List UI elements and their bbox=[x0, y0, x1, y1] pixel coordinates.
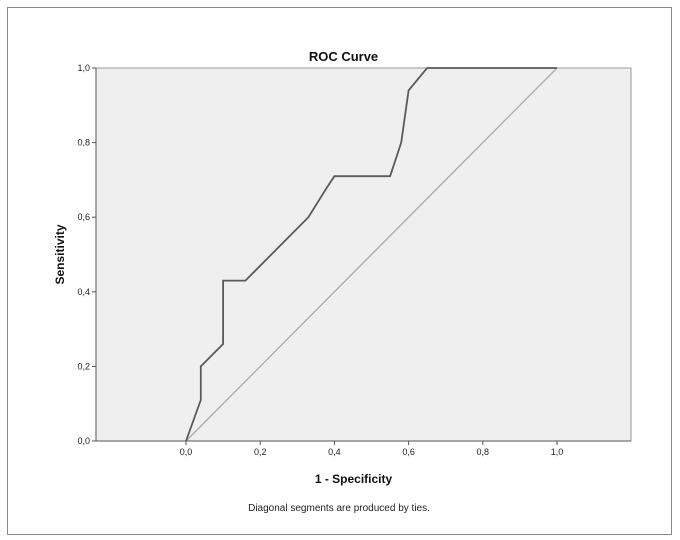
plot-area bbox=[95, 67, 632, 442]
chart-title: ROC Curve bbox=[309, 49, 378, 64]
y-tick-label: 0,2 bbox=[77, 361, 90, 371]
y-tick-label: 0,0 bbox=[77, 436, 90, 446]
x-tick-label: 0,8 bbox=[477, 447, 490, 457]
y-tick-label: 0,6 bbox=[77, 212, 90, 222]
y-axis-label: Sensitivity bbox=[53, 224, 67, 284]
x-tick-label: 0,6 bbox=[402, 447, 415, 457]
x-tick-label: 0,4 bbox=[328, 447, 341, 457]
y-tick-label: 0,8 bbox=[77, 138, 90, 148]
roc-curve-line bbox=[185, 67, 557, 442]
x-tick-label: 0,2 bbox=[254, 447, 267, 457]
y-tick-label: 0,4 bbox=[77, 287, 90, 297]
y-tick-label: 1,0 bbox=[77, 63, 90, 73]
reference-line bbox=[185, 67, 558, 442]
x-tick-label: 1,0 bbox=[551, 447, 564, 457]
footnote: Diagonal segments are produced by ties. bbox=[248, 503, 430, 514]
x-axis-label: 1 - Specificity bbox=[315, 472, 393, 486]
x-tick-label: 0,0 bbox=[180, 447, 193, 457]
